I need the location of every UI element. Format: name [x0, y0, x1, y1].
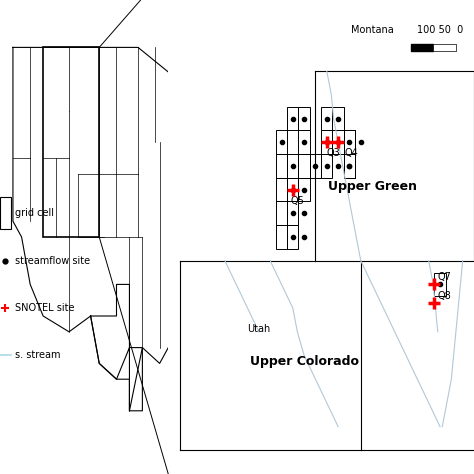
Bar	[43, 47, 99, 237]
Bar	[344, 130, 355, 154]
Bar	[287, 154, 299, 178]
Bar	[276, 178, 287, 201]
Bar	[276, 201, 287, 225]
Bar	[299, 154, 310, 178]
Text: Upper Green: Upper Green	[328, 180, 417, 192]
Bar	[287, 107, 299, 130]
Bar	[287, 178, 299, 201]
Bar	[321, 154, 332, 178]
Bar	[287, 201, 299, 225]
Bar	[434, 273, 446, 296]
Bar	[299, 107, 310, 130]
Text: Q3: Q3	[327, 148, 340, 158]
Text: 100 50  0: 100 50 0	[417, 25, 463, 35]
Bar	[276, 154, 287, 178]
Text: Q5: Q5	[291, 196, 304, 206]
Bar	[276, 130, 287, 154]
Bar	[332, 130, 344, 154]
Bar	[299, 178, 310, 201]
Bar	[344, 154, 355, 178]
Bar	[299, 130, 310, 154]
Bar	[344, 154, 355, 178]
Text: streamflow site: streamflow site	[15, 255, 90, 266]
Text: SNOTEL site: SNOTEL site	[15, 303, 74, 313]
Bar	[276, 225, 287, 249]
Bar	[287, 225, 299, 249]
Text: Q7: Q7	[438, 272, 452, 282]
Bar	[0, 198, 11, 229]
Text: Utah: Utah	[247, 324, 271, 334]
Bar	[310, 154, 321, 178]
Text: s. stream: s. stream	[15, 350, 61, 361]
Bar	[321, 130, 332, 154]
Text: Montana: Montana	[351, 25, 393, 35]
Text: grid cell: grid cell	[15, 208, 54, 219]
Bar	[332, 107, 344, 130]
Text: Q4: Q4	[345, 148, 359, 158]
Text: Upper Colorado: Upper Colorado	[250, 355, 359, 368]
Bar	[344, 130, 355, 154]
Bar	[321, 107, 332, 130]
Text: Q8: Q8	[438, 291, 452, 301]
